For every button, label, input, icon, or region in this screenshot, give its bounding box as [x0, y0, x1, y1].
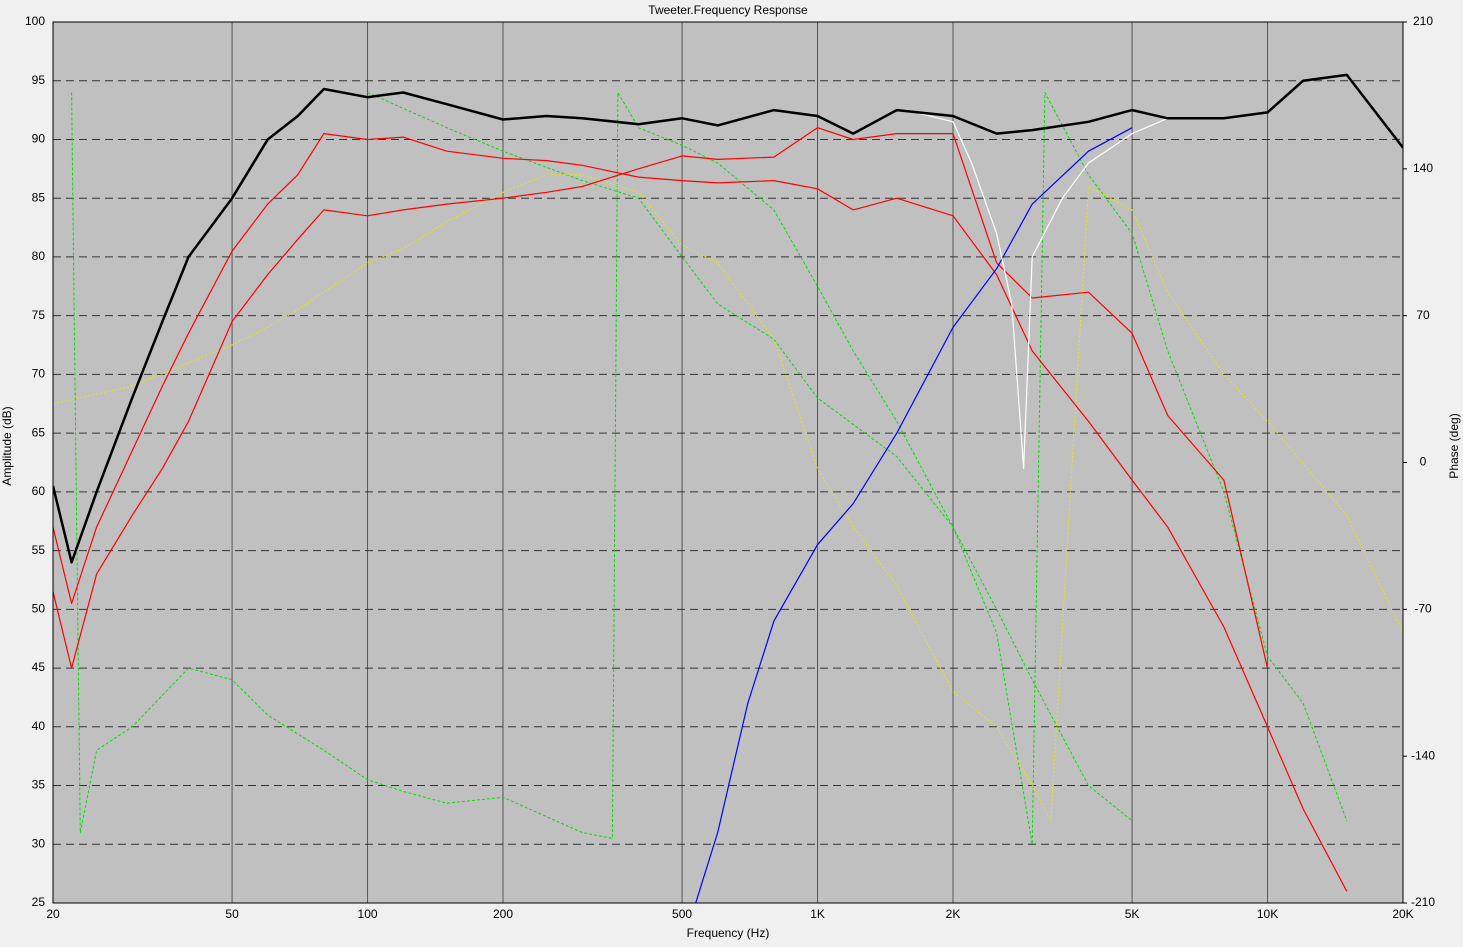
y-tick-label: 55 [32, 543, 46, 557]
x-tick-label: 20 [46, 907, 60, 921]
y-tick-label: 30 [32, 836, 46, 850]
y-axis-label: Amplitude (dB) [0, 406, 14, 485]
y2-axis-label: Phase (deg) [1447, 413, 1461, 478]
series-line [53, 174, 1403, 822]
series-line [53, 73, 1403, 564]
series-line [71, 92, 1348, 845]
x-tick-label: 10K [1257, 907, 1278, 921]
series-line [905, 109, 1168, 469]
y-tick-label: 90 [32, 132, 46, 146]
y-tick-label: 65 [32, 425, 46, 439]
series-line [53, 127, 1269, 669]
y-tick-label: 45 [32, 660, 46, 674]
y-tick-label: 35 [32, 778, 46, 792]
y2-tick-label: -140 [1411, 748, 1435, 762]
y2-tick-label: 140 [1413, 161, 1433, 175]
y-tick-label: 50 [32, 602, 46, 616]
x-tick-label: 20K [1392, 907, 1413, 921]
y-tick-label: 60 [32, 484, 46, 498]
x-tick-label: 2K [946, 907, 961, 921]
x-tick-label: 1K [810, 907, 825, 921]
y2-tick-label: 70 [1416, 308, 1430, 322]
y2-tick-label: 210 [1413, 14, 1433, 28]
series-line [367, 92, 1133, 822]
x-tick-label: 5K [1125, 907, 1140, 921]
x-tick-label: 50 [225, 907, 239, 921]
plot-area [53, 22, 1403, 903]
y-tick-label: 70 [32, 367, 46, 381]
y2-tick-label: 0 [1420, 455, 1427, 469]
y-tick-label: 75 [32, 308, 46, 322]
x-axis-label: Frequency (Hz) [687, 926, 770, 940]
x-tick-label: 200 [493, 907, 513, 921]
chart-title: Tweeter.Frequency Response [648, 3, 808, 17]
y-tick-label: 85 [32, 190, 46, 204]
plot-border [52, 21, 1404, 904]
y-tick-label: 95 [32, 73, 46, 87]
y-tick-label: 80 [32, 249, 46, 263]
x-tick-label: 100 [358, 907, 378, 921]
series-line [695, 127, 1133, 903]
x-tick-label: 500 [672, 907, 692, 921]
series-line [53, 133, 1348, 892]
y2-tick-label: -70 [1414, 602, 1432, 616]
y2-tick-label: -210 [1411, 895, 1435, 909]
y-tick-label: 40 [32, 719, 46, 733]
y-tick-label: 25 [32, 895, 46, 909]
y-tick-label: 100 [25, 14, 45, 28]
